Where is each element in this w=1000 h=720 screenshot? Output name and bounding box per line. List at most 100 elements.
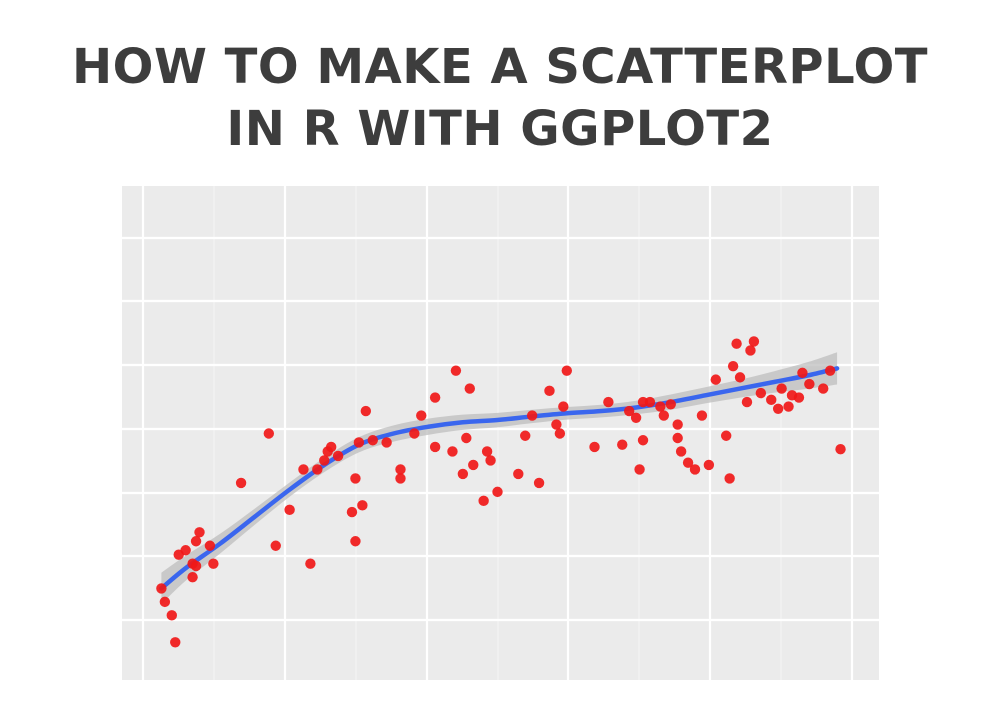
data-point-68 — [658, 410, 670, 421]
data-point-45 — [478, 495, 489, 507]
data-point-18 — [298, 464, 309, 475]
data-point-41 — [457, 468, 469, 480]
data-point-33 — [395, 464, 406, 475]
data-point-69 — [665, 399, 676, 410]
data-point-34 — [395, 473, 406, 484]
data-point-49 — [513, 468, 524, 480]
data-point-97 — [835, 444, 846, 455]
data-point-9 — [190, 560, 202, 572]
data-point-95 — [818, 383, 829, 394]
data-point-27 — [350, 473, 361, 484]
data-point-36 — [416, 410, 427, 421]
data-point-73 — [682, 457, 694, 468]
data-point-37 — [429, 441, 441, 453]
data-point-44 — [468, 459, 479, 471]
data-point-10 — [190, 536, 202, 547]
data-point-56 — [558, 401, 569, 412]
data-point-39 — [447, 446, 458, 457]
data-point-26 — [350, 536, 361, 547]
data-point-24 — [332, 450, 344, 462]
data-point-47 — [485, 455, 496, 466]
grid-minor-lines — [213, 186, 782, 680]
data-point-75 — [696, 410, 708, 421]
data-point-6 — [180, 545, 191, 556]
data-point-4 — [170, 637, 181, 648]
data-point-72 — [675, 446, 687, 457]
data-point-82 — [734, 372, 746, 383]
data-point-17 — [284, 504, 295, 516]
data-point-89 — [776, 383, 787, 394]
data-point-78 — [720, 430, 732, 441]
data-point-50 — [520, 430, 531, 441]
page-title-line-2: IN R WITH GGPLOT2 — [226, 101, 774, 157]
data-point-48 — [492, 486, 503, 498]
data-point-51 — [526, 410, 538, 421]
data-point-20 — [312, 464, 323, 475]
confidence-band — [161, 352, 838, 605]
data-point-55 — [554, 428, 566, 439]
data-point-77 — [710, 374, 721, 385]
data-point-62 — [630, 412, 642, 423]
data-point-61 — [623, 405, 635, 417]
data-point-35 — [409, 428, 420, 439]
data-point-30 — [360, 405, 372, 417]
data-point-92 — [793, 392, 805, 403]
data-point-25 — [346, 506, 358, 518]
data-point-80 — [727, 360, 739, 372]
data-point-94 — [804, 378, 815, 390]
smooth-trend-line — [159, 366, 840, 591]
data-point-84 — [745, 345, 756, 356]
data-point-40 — [450, 365, 462, 376]
data-point-57 — [561, 365, 572, 376]
data-point-54 — [551, 419, 562, 430]
data-point-19 — [305, 558, 316, 569]
data-point-83 — [741, 396, 753, 408]
data-point-70 — [672, 432, 683, 444]
data-point-63 — [634, 464, 645, 475]
data-point-46 — [481, 446, 493, 457]
data-point-7 — [187, 571, 198, 583]
data-point-85 — [748, 336, 760, 347]
data-point-86 — [755, 387, 767, 399]
data-point-3 — [166, 610, 177, 621]
data-point-32 — [381, 437, 392, 448]
data-point-58 — [589, 441, 600, 453]
data-point-29 — [357, 500, 368, 511]
page-title: HOW TO MAKE A SCATTERPLOT IN R WITH GGPL… — [0, 36, 1000, 160]
data-point-43 — [464, 383, 475, 394]
data-point-79 — [724, 473, 735, 484]
data-point-14 — [235, 477, 247, 489]
data-point-52 — [533, 477, 545, 489]
data-point-74 — [689, 464, 701, 475]
page-title-line-1: HOW TO MAKE A SCATTERPLOT — [71, 39, 928, 95]
data-point-60 — [617, 439, 628, 450]
data-point-38 — [429, 392, 441, 403]
data-point-66 — [644, 396, 656, 408]
data-point-15 — [263, 428, 275, 439]
data-point-76 — [703, 459, 715, 471]
data-point-11 — [194, 527, 205, 538]
data-point-71 — [672, 419, 683, 430]
data-point-28 — [353, 437, 365, 448]
data-point-42 — [461, 432, 472, 444]
data-point-21 — [319, 455, 330, 466]
data-point-93 — [797, 367, 808, 379]
data-point-65 — [637, 435, 649, 446]
data-point-53 — [544, 385, 555, 397]
data-point-13 — [208, 558, 219, 569]
plot-panel — [122, 186, 879, 680]
data-point-88 — [772, 403, 784, 415]
data-points — [156, 336, 846, 648]
data-point-90 — [783, 401, 794, 412]
data-point-16 — [270, 540, 281, 551]
data-point-12 — [204, 540, 216, 551]
data-point-23 — [325, 441, 337, 453]
data-point-87 — [766, 394, 777, 406]
data-point-67 — [655, 401, 666, 412]
data-point-59 — [603, 396, 614, 408]
data-point-1 — [156, 583, 167, 594]
data-point-31 — [367, 435, 378, 446]
data-point-2 — [159, 596, 171, 608]
data-point-96 — [824, 365, 836, 376]
